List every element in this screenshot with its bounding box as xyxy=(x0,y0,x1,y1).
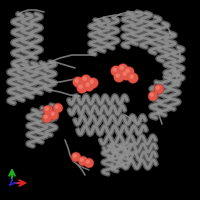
Circle shape xyxy=(154,84,164,94)
Circle shape xyxy=(122,71,130,79)
Circle shape xyxy=(118,64,128,74)
Circle shape xyxy=(55,105,58,108)
Circle shape xyxy=(88,78,98,88)
Circle shape xyxy=(43,114,51,122)
Circle shape xyxy=(124,67,134,77)
Circle shape xyxy=(78,84,86,92)
Circle shape xyxy=(74,77,83,86)
Circle shape xyxy=(53,103,63,113)
Circle shape xyxy=(124,68,134,76)
Circle shape xyxy=(128,73,138,83)
Circle shape xyxy=(81,75,91,85)
Circle shape xyxy=(150,93,153,96)
Circle shape xyxy=(44,115,47,118)
Circle shape xyxy=(114,72,124,82)
Circle shape xyxy=(49,110,59,120)
Circle shape xyxy=(84,81,94,91)
Circle shape xyxy=(130,75,133,78)
Circle shape xyxy=(120,66,123,69)
Circle shape xyxy=(83,77,86,80)
Circle shape xyxy=(54,104,62,112)
Circle shape xyxy=(149,92,157,100)
Circle shape xyxy=(71,152,81,162)
Circle shape xyxy=(44,106,52,114)
Circle shape xyxy=(43,105,53,115)
Circle shape xyxy=(73,77,83,87)
Circle shape xyxy=(118,64,128,73)
Circle shape xyxy=(156,86,159,89)
Circle shape xyxy=(80,158,83,161)
Circle shape xyxy=(155,85,163,93)
Circle shape xyxy=(112,66,120,75)
Circle shape xyxy=(72,153,80,161)
Circle shape xyxy=(113,68,116,71)
Circle shape xyxy=(84,158,94,168)
Circle shape xyxy=(126,69,129,72)
Circle shape xyxy=(86,160,89,163)
Circle shape xyxy=(84,82,94,90)
Circle shape xyxy=(50,111,58,119)
Circle shape xyxy=(79,85,82,88)
Circle shape xyxy=(73,154,76,157)
Circle shape xyxy=(121,70,131,80)
Circle shape xyxy=(78,156,88,166)
Circle shape xyxy=(114,72,124,82)
Circle shape xyxy=(45,107,48,110)
Circle shape xyxy=(79,157,87,165)
Circle shape xyxy=(128,73,138,82)
Circle shape xyxy=(42,113,52,123)
Circle shape xyxy=(86,83,89,86)
Circle shape xyxy=(111,66,121,76)
Circle shape xyxy=(51,112,54,115)
Circle shape xyxy=(123,72,126,75)
Circle shape xyxy=(77,83,87,93)
Circle shape xyxy=(148,91,158,101)
Circle shape xyxy=(90,80,93,83)
Circle shape xyxy=(85,159,93,167)
Circle shape xyxy=(82,75,90,84)
Circle shape xyxy=(75,79,78,82)
Circle shape xyxy=(88,78,98,88)
Circle shape xyxy=(116,74,119,77)
